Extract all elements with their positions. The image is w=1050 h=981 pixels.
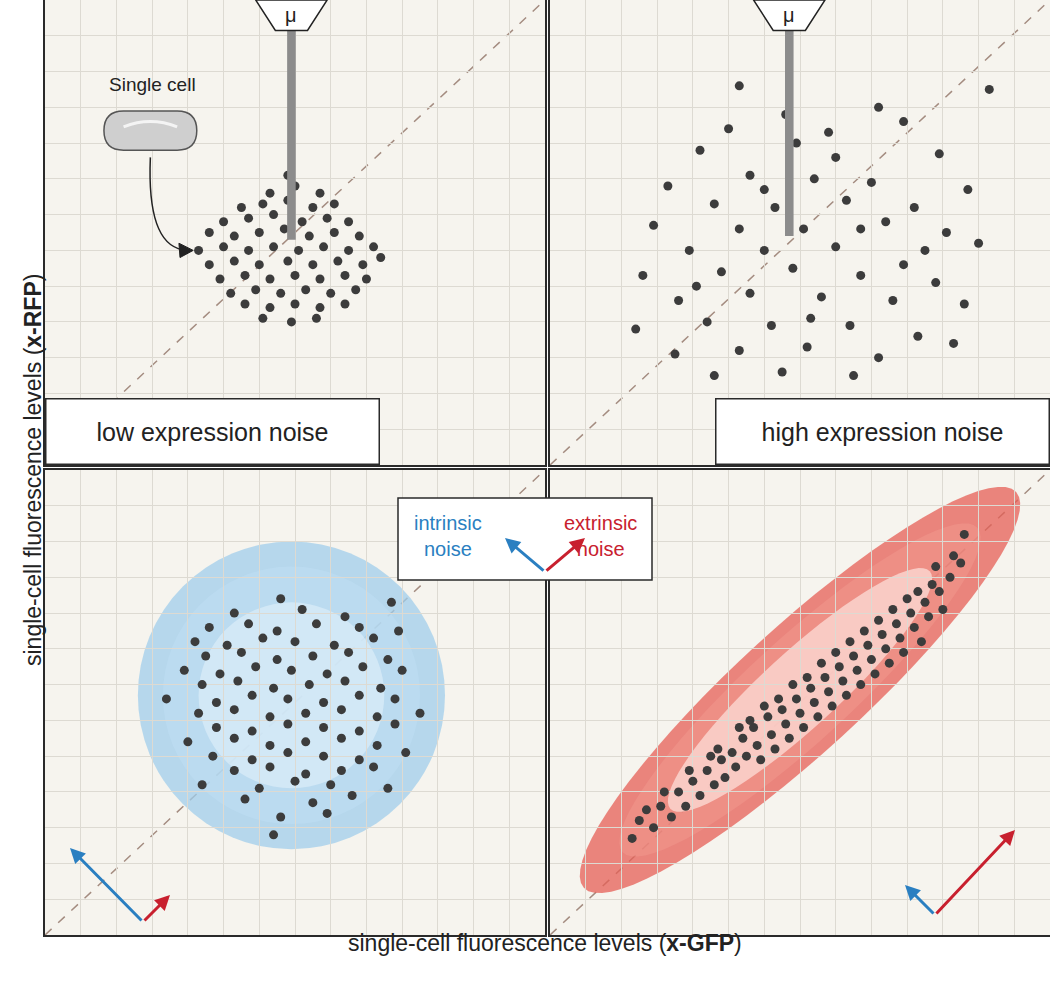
svg-text:single-cell fluorescence level: single-cell fluorescence levels (x-RFP) — [20, 274, 46, 666]
svg-text:low expression noise: low expression noise — [96, 418, 328, 446]
svg-text:high expression noise: high expression noise — [762, 418, 1004, 446]
svg-text:intrinsicnoise: intrinsicnoise — [414, 512, 482, 560]
svg-text:extrinsicnoise: extrinsicnoise — [564, 512, 637, 560]
svg-text:μ: μ — [285, 4, 297, 26]
svg-text:μ: μ — [783, 4, 795, 26]
svg-text:single-cell fluorescence level: single-cell fluorescence levels (x-GFP) — [348, 930, 742, 956]
svg-text:Single cell: Single cell — [109, 74, 196, 95]
